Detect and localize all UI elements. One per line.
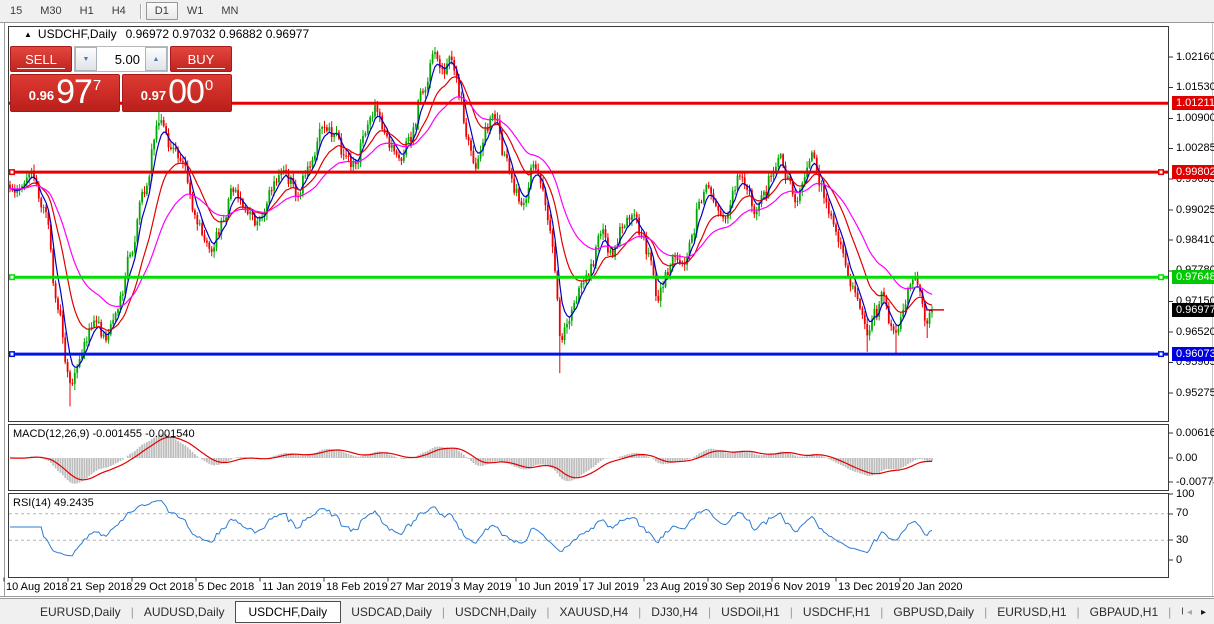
chart-tab-gbpaud-h1[interactable]: GBPAUD,H1 xyxy=(1089,604,1159,619)
date-tick-label: 23 Aug 2019 xyxy=(646,581,708,593)
volume-increase-button[interactable]: ▲ xyxy=(145,47,167,71)
tab-scroll-controls: ◂ ▸ xyxy=(1182,599,1210,624)
macd-tick-label: 0.00 xyxy=(1176,451,1198,464)
rsi-tick-label: 70 xyxy=(1176,507,1189,520)
date-tick-label: 27 Mar 2019 xyxy=(390,581,452,593)
tab-separator: | xyxy=(707,604,712,619)
buy-price-main: 00 xyxy=(168,73,205,112)
sell-price-prefix: 0.96 xyxy=(28,88,55,103)
date-tick-label: 17 Jul 2019 xyxy=(582,581,639,593)
chart-tab-dj30-h4[interactable]: DJ30,H4 xyxy=(651,604,698,619)
buy-price-display[interactable]: 0.97 00 0 xyxy=(122,74,232,112)
tab-scroll-left-icon[interactable]: ◂ xyxy=(1186,606,1192,618)
chart-header[interactable]: ▲ USDCHF,Daily 0.96972 0.97032 0.96882 0.9… xyxy=(24,27,309,41)
timeframe-button-d1[interactable]: D1 xyxy=(145,2,178,20)
date-tick-label: 3 May 2019 xyxy=(454,581,512,593)
date-tick-label: 20 Jan 2020 xyxy=(902,581,963,593)
macd-indicator-label: MACD(12,26,9) -0.001455 -0.001540 xyxy=(13,428,195,440)
price-tick-label: 0.95275 xyxy=(1176,386,1214,399)
one-click-trading-panel: SELL ▼ 5.00 ▲ BUY 0.96 97 7 0.97 00 0 xyxy=(10,46,232,112)
price-level-tag: 0.96977 xyxy=(1172,302,1214,317)
price-tick-label: 1.00285 xyxy=(1176,142,1214,154)
rsi-tick-label: 100 xyxy=(1176,487,1195,500)
date-tick-label: 5 Dec 2018 xyxy=(198,581,255,593)
macd-values: -0.001455 -0.001540 xyxy=(92,428,195,440)
date-tick-label: 30 Sep 2019 xyxy=(710,581,773,593)
tab-separator: | xyxy=(1076,604,1080,619)
chart-tab-usdchf-daily[interactable]: USDCHF,Daily xyxy=(234,600,342,623)
volume-input[interactable]: 5.00 xyxy=(114,51,140,67)
macd-tick-label: -0.007745 xyxy=(1176,475,1214,488)
tab-separator: | xyxy=(546,604,550,619)
price-tick-label: 0.98410 xyxy=(1176,233,1214,246)
rsi-value: 49.2435 xyxy=(53,497,94,509)
chevron-up-icon: ▲ xyxy=(152,55,160,63)
timeframe-button-m30[interactable]: M30 xyxy=(40,5,62,17)
date-tick-label: 11 Jan 2019 xyxy=(262,581,322,593)
volume-stepper: ▼ 5.00 ▲ xyxy=(74,46,168,72)
buy-price-prefix: 0.97 xyxy=(140,88,167,103)
chart-ohlc-values: 0.96972 0.97032 0.96882 0.96977 xyxy=(125,27,310,41)
sell-price-pip: 7 xyxy=(92,77,102,94)
date-tick-label: 18 Feb 2019 xyxy=(326,581,388,593)
tab-separator: | xyxy=(880,604,884,619)
timeframe-toolbar: 15 M30 H1 H4 D1 W1 MN xyxy=(0,0,1214,22)
tab-separator: | xyxy=(789,604,793,619)
timeframe-button-w1[interactable]: W1 xyxy=(186,5,204,17)
tab-separator: | xyxy=(130,604,134,619)
buy-button[interactable]: BUY xyxy=(170,46,232,72)
timeframe-button-15[interactable]: 15 xyxy=(10,5,23,17)
macd-tick-label: 0.006166 xyxy=(1176,426,1214,439)
date-tick-label: 29 Oct 2018 xyxy=(134,581,194,593)
rsi-tick-label: 30 xyxy=(1176,533,1189,546)
chart-tab-eurusd-daily[interactable]: EURUSD,Daily xyxy=(40,604,121,619)
tab-separator: | xyxy=(441,604,445,619)
price-tick-label: 0.99025 xyxy=(1176,203,1214,216)
chart-tabs-bar: EURUSD,Daily | AUDUSD,Daily USDCHF,Daily USD… xyxy=(0,598,1214,624)
rsi-name: RSI(14) xyxy=(13,497,51,509)
sell-button[interactable]: SELL xyxy=(10,46,72,72)
sell-price-display[interactable]: 0.96 97 7 xyxy=(10,74,120,112)
price-tick-label: 1.02160 xyxy=(1176,50,1214,63)
chevron-down-icon: ▼ xyxy=(82,55,90,63)
price-level-tag: 1.01211 xyxy=(1172,96,1214,111)
date-tick-label: 10 Aug 2018 xyxy=(6,581,68,593)
price-tick-label: 1.01530 xyxy=(1176,81,1214,94)
tab-separator: | xyxy=(638,604,642,619)
chart-tab-usdchf-h1[interactable]: USDCHF,H1 xyxy=(802,604,871,619)
collapse-arrow-icon[interactable]: ▲ xyxy=(24,30,32,39)
chart-tab-xauusd-h4[interactable]: XAUUSD,H4 xyxy=(559,604,629,619)
chart-tab-audusd-daily[interactable]: AUDUSD,Daily xyxy=(143,604,225,619)
date-tick-label: 21 Sep 2018 xyxy=(70,581,133,593)
tab-scroll-right-icon[interactable]: ▸ xyxy=(1200,606,1206,618)
date-tick-label: 10 Jun 2019 xyxy=(518,581,579,593)
chart-tab-gbpusd-daily[interactable]: GBPUSD,Daily xyxy=(893,604,975,619)
rsi-indicator-label: RSI(14) 49.2435 xyxy=(13,497,94,509)
tab-separator: | xyxy=(1168,604,1172,619)
rsi-tick-label: 0 xyxy=(1176,553,1183,566)
price-tick-label: 1.00900 xyxy=(1176,112,1214,124)
buy-price-pip: 0 xyxy=(204,77,214,94)
timeframe-button-h1[interactable]: H1 xyxy=(79,5,94,17)
tab-separator: | xyxy=(984,604,988,619)
price-level-tag: 0.96073 xyxy=(1172,347,1214,362)
timeframe-button-h4[interactable]: H4 xyxy=(111,5,126,17)
sell-price-main: 97 xyxy=(56,73,93,112)
chart-title: USDCHF,Daily xyxy=(37,27,117,41)
macd-name: MACD(12,26,9) xyxy=(13,428,90,440)
chart-tab-eurusd-h1[interactable]: EURUSD,H1 xyxy=(997,604,1067,619)
chart-tab-usdcad-daily[interactable]: USDCAD,Daily xyxy=(351,604,432,619)
price-level-tag: 0.99802 xyxy=(1172,165,1214,180)
price-level-tag: 0.97648 xyxy=(1172,270,1214,285)
timeframe-button-mn[interactable]: MN xyxy=(221,5,239,17)
volume-decrease-button[interactable]: ▼ xyxy=(75,47,97,71)
date-tick-label: 13 Dec 2019 xyxy=(838,581,901,593)
date-tick-label: 6 Nov 2019 xyxy=(774,581,831,593)
chart-tab-usdoil-h1[interactable]: USDOil,H1 xyxy=(721,604,780,619)
price-tick-label: 0.96520 xyxy=(1176,325,1214,338)
toolbar-separator xyxy=(139,3,141,19)
chart-tab-usdcnh-daily[interactable]: USDCNH,Daily xyxy=(455,604,537,619)
